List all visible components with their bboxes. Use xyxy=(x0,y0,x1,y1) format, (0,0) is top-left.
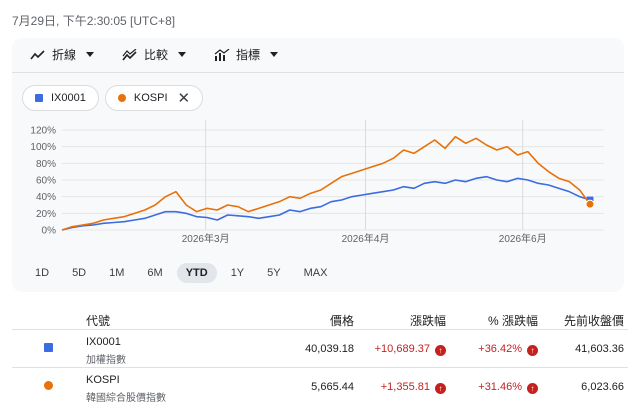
x-tick-label: 2026年3月 xyxy=(182,232,230,245)
symbol-cell: IX0001 加權指數 xyxy=(86,336,126,366)
symbol: IX0001 xyxy=(86,336,121,348)
arrow-up-icon: ↑ xyxy=(435,345,446,356)
pct-change: +36.42% ↑ xyxy=(478,343,538,356)
header-price: 價格 xyxy=(329,314,354,328)
arrow-up-icon: ↑ xyxy=(527,345,538,356)
series-line-kospi xyxy=(61,135,591,231)
symbol-cell: KOSPI 韓國綜合股價指數 xyxy=(86,374,166,404)
change: +1,355.81 ↑ xyxy=(381,381,446,394)
pct-change: +31.46% ↑ xyxy=(478,381,538,394)
series-end-marker xyxy=(585,199,595,209)
range-5d[interactable]: 5D xyxy=(72,267,87,279)
chip-ix0001[interactable]: IX0001 xyxy=(22,85,99,111)
arrow-up-icon: ↑ xyxy=(527,383,538,394)
toolbar-divider xyxy=(12,72,624,73)
compare-label: 比較 xyxy=(144,48,169,62)
change: +10,689.37 ↑ xyxy=(375,343,446,356)
header-prev-close: 先前收盤價 xyxy=(563,314,624,328)
range-1d[interactable]: 1D xyxy=(35,267,50,279)
range-ytd[interactable]: YTD xyxy=(176,263,217,283)
line-chart-icon xyxy=(30,49,45,59)
close-icon[interactable]: ✕ xyxy=(177,89,191,107)
table-header: 代號 價格 漲跌幅 % 漲跌幅 先前收盤價 xyxy=(12,306,628,330)
y-tick-label: 80% xyxy=(36,159,56,170)
chevron-down-icon xyxy=(178,52,187,57)
price: 5,665.44 xyxy=(311,381,354,393)
pct-change-value: +31.46% xyxy=(478,381,522,393)
index-name: 加權指數 xyxy=(86,355,126,366)
timestamp: 7月29日, 下午2:30:05 [UTC+8] xyxy=(12,14,176,28)
chip-label: IX0001 xyxy=(51,92,86,104)
y-tick-label: 0% xyxy=(42,226,57,237)
symbol: KOSPI xyxy=(86,374,120,386)
comparison-chips: IX0001 KOSPI ✕ xyxy=(22,85,204,111)
line-chart[interactable]: 120% 100% 80% 60% 40% 20% 0% 2026年3月 2026年4月 2026… xyxy=(12,118,624,268)
series-circle-icon xyxy=(117,94,126,102)
chart-toolbar: 折線 比較 指標 xyxy=(30,46,279,63)
indicators-icon xyxy=(214,48,230,61)
chip-kospi[interactable]: KOSPI ✕ xyxy=(104,85,204,111)
header-change: 漲跌幅 xyxy=(409,314,446,328)
header-pct-change: % 漲跌幅 xyxy=(487,314,538,328)
prev-close: 6,023.66 xyxy=(581,381,624,393)
chart-card: 折線 比較 指標 IX0001 KOSPI ✕ 120% 100% 80% 60% 40… xyxy=(12,38,624,292)
line-style-label: 折線 xyxy=(52,48,77,62)
change-value: +10,689.37 xyxy=(374,343,430,355)
compare-icon xyxy=(122,48,137,60)
series-circle-icon xyxy=(44,381,53,390)
prev-close: 41,603.36 xyxy=(575,343,624,355)
series-square-icon xyxy=(44,343,53,352)
chevron-down-icon xyxy=(86,52,95,57)
y-tick-label: 40% xyxy=(36,192,56,203)
range-max[interactable]: MAX xyxy=(303,267,328,279)
y-tick-label: 100% xyxy=(30,142,56,153)
pct-change-value: +36.42% xyxy=(478,343,522,355)
line-style-dropdown[interactable]: 折線 xyxy=(30,46,95,63)
indicators-dropdown[interactable]: 指標 xyxy=(214,46,279,63)
x-tick-label: 2026年4月 xyxy=(342,232,390,245)
range-5y[interactable]: 5Y xyxy=(267,267,281,279)
range-1y[interactable]: 1Y xyxy=(230,267,245,279)
chevron-down-icon xyxy=(270,52,279,57)
header-symbol: 代號 xyxy=(86,314,111,328)
table-row[interactable]: KOSPI 韓國綜合股價指數 5,665.44 +1,355.81 ↑ +31.4… xyxy=(12,368,628,406)
series-square-icon xyxy=(35,94,43,102)
y-tick-label: 60% xyxy=(36,176,56,187)
price: 40,039.18 xyxy=(305,343,354,355)
chip-label: KOSPI xyxy=(133,92,168,104)
change-value: +1,355.81 xyxy=(380,381,430,393)
comparison-table: 代號 價格 漲跌幅 % 漲跌幅 先前收盤價 IX0001 加權指數 40,039… xyxy=(12,306,628,406)
indicators-label: 指標 xyxy=(236,48,261,62)
arrow-up-icon: ↑ xyxy=(435,383,446,394)
range-1m[interactable]: 1M xyxy=(109,267,125,279)
range-selector: 1D 5D 1M 6M YTD 1Y 5Y MAX xyxy=(26,263,336,283)
index-name: 韓國綜合股價指數 xyxy=(86,393,166,404)
x-tick-label: 2026年6月 xyxy=(499,232,547,245)
table-row[interactable]: IX0001 加權指數 40,039.18 +10,689.37 ↑ +36.42… xyxy=(12,330,628,368)
y-tick-label: 20% xyxy=(36,209,56,220)
series-line-ix0001 xyxy=(61,175,591,231)
compare-dropdown[interactable]: 比較 xyxy=(122,46,187,63)
range-6m[interactable]: 6M xyxy=(147,267,163,279)
y-tick-label: 120% xyxy=(30,126,56,137)
